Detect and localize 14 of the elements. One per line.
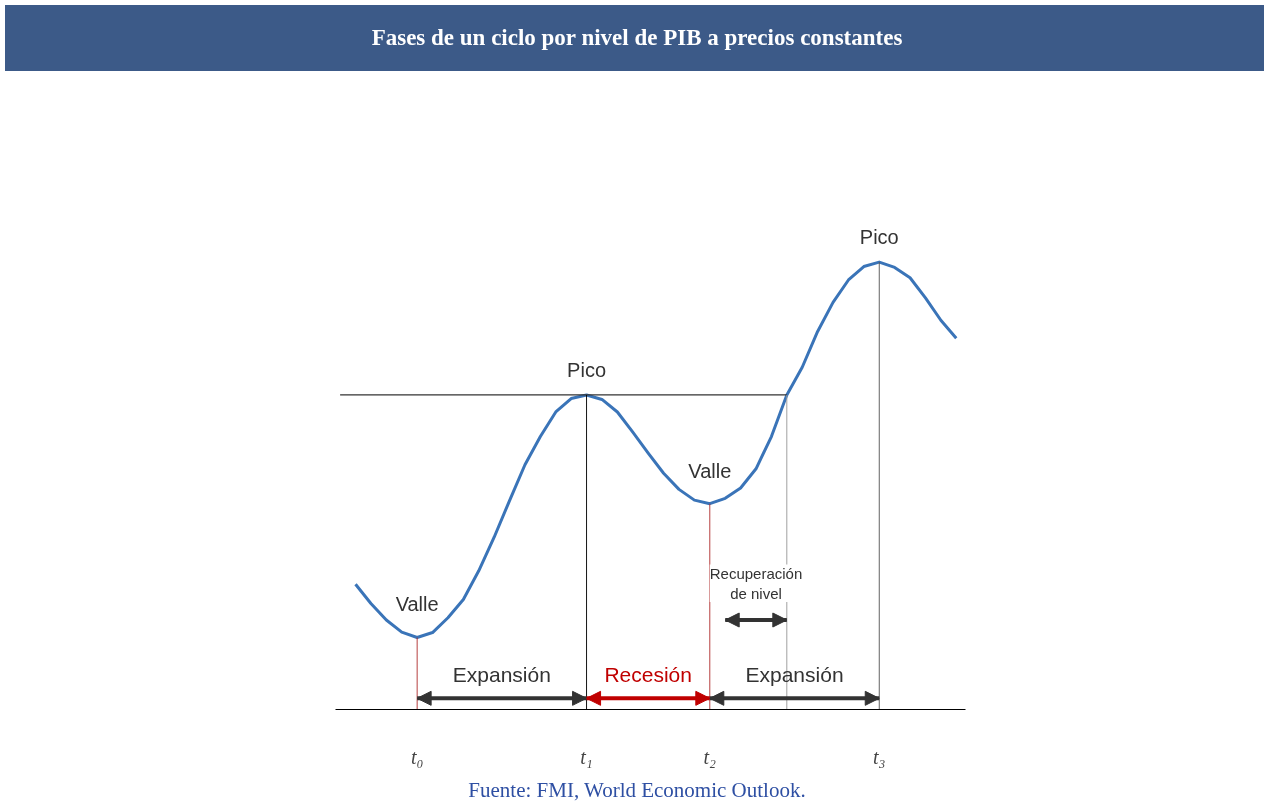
series-label: Expansión: [745, 663, 844, 687]
x-tick-label: t₂: [703, 745, 717, 768]
annotation: Pico: [859, 226, 899, 249]
annotation: Valle: [688, 459, 732, 482]
series-label: Expansión: [452, 663, 551, 687]
annotation: Pico: [567, 358, 607, 381]
series-label: Recesión: [604, 663, 692, 687]
x-tick-label: t₁: [580, 745, 593, 768]
series-label: Recuperación de nivel: [709, 564, 803, 603]
source-note: Fuente: FMI, World Economic Outlook.: [468, 777, 806, 804]
x-tick-label: t₃: [872, 745, 886, 768]
annotation: Valle: [395, 593, 439, 616]
x-tick-label: t₀: [410, 745, 424, 768]
chart-title: Fases de un ciclo por nivel de PIB a precios constantes: [371, 24, 903, 52]
